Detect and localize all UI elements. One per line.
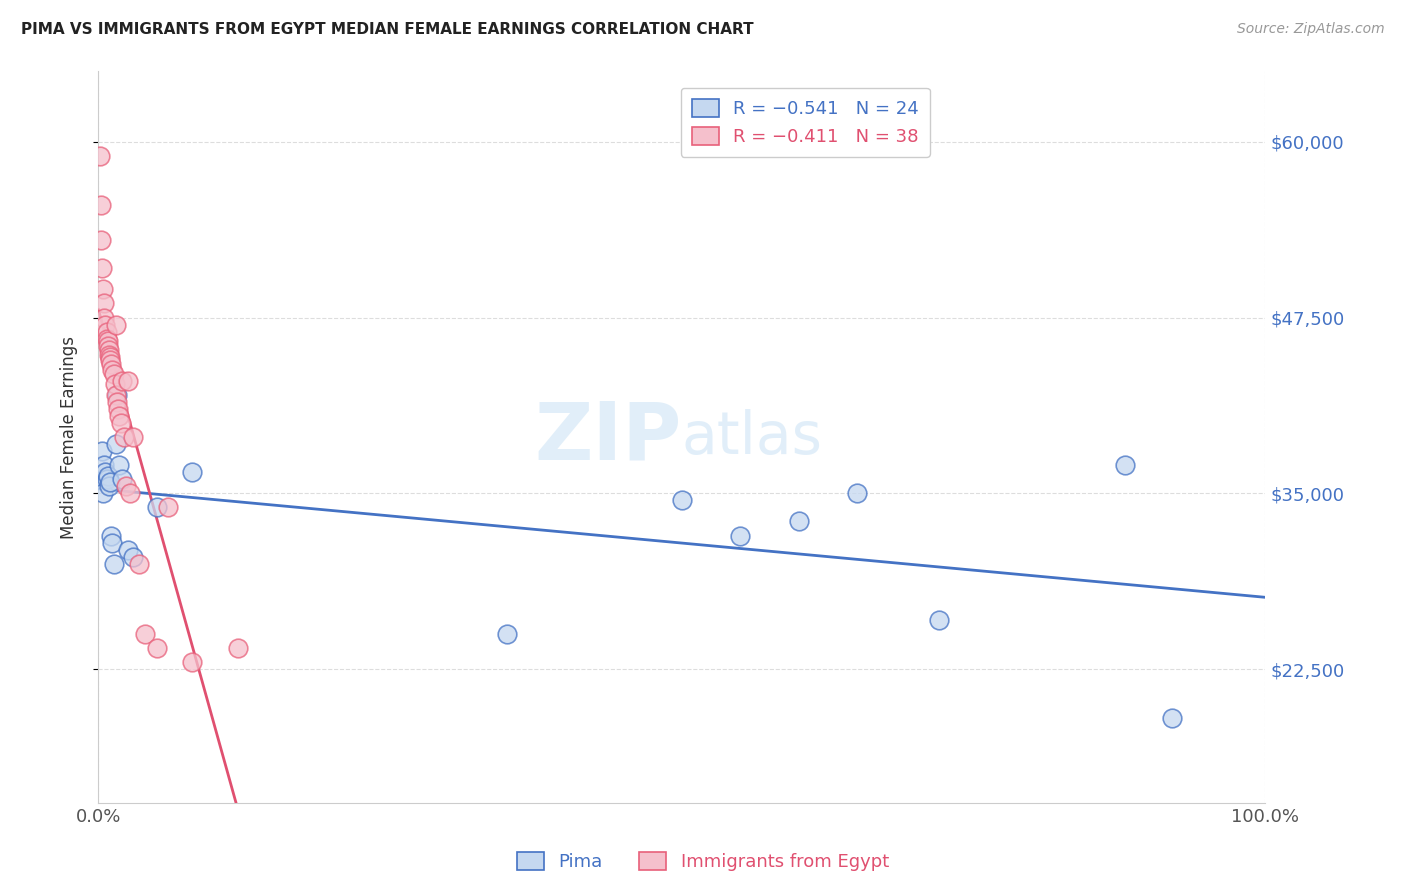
- Point: [96, 325, 118, 339]
- Point: [180, 655, 202, 669]
- Point: [112, 430, 135, 444]
- Point: [105, 395, 128, 409]
- Point: [90, 261, 112, 276]
- Point: [110, 416, 132, 430]
- Point: [105, 388, 128, 402]
- Text: PIMA VS IMMIGRANTS FROM EGYPT MEDIAN FEMALE EARNINGS CORRELATION CHART: PIMA VS IMMIGRANTS FROM EGYPT MEDIAN FEM…: [21, 22, 754, 37]
- Point: [93, 310, 115, 325]
- Point: [100, 357, 122, 371]
- Point: [90, 233, 112, 247]
- Point: [1161, 711, 1184, 725]
- Point: [157, 500, 180, 515]
- Legend: R = −0.541   N = 24, R = −0.411   N = 38: R = −0.541 N = 24, R = −0.411 N = 38: [681, 87, 929, 157]
- Point: [97, 469, 120, 483]
- Point: [111, 374, 134, 388]
- Point: [111, 472, 134, 486]
- Point: [93, 458, 115, 473]
- Point: [846, 486, 869, 500]
- Point: [117, 542, 139, 557]
- Point: [928, 613, 950, 627]
- Point: [101, 362, 124, 376]
- Point: [118, 486, 141, 500]
- Point: [97, 334, 120, 349]
- Point: [97, 349, 120, 363]
- Point: [104, 318, 127, 332]
- Point: [104, 388, 127, 402]
- Point: [89, 149, 111, 163]
- Point: [103, 367, 125, 381]
- Point: [91, 282, 114, 296]
- Point: [228, 641, 250, 656]
- Point: [90, 472, 112, 486]
- Point: [98, 475, 121, 489]
- Point: [115, 479, 138, 493]
- Point: [122, 549, 145, 564]
- Point: [108, 458, 131, 473]
- Point: [730, 528, 752, 542]
- Point: [101, 535, 124, 549]
- Point: [90, 444, 112, 458]
- Y-axis label: Median Female Earnings: Median Female Earnings: [59, 335, 77, 539]
- Point: [91, 486, 114, 500]
- Point: [146, 641, 169, 656]
- Point: [98, 352, 121, 367]
- Point: [97, 479, 120, 493]
- Point: [97, 338, 120, 352]
- Point: [671, 493, 693, 508]
- Point: [96, 472, 118, 486]
- Legend: Pima, Immigrants from Egypt: Pima, Immigrants from Egypt: [510, 845, 896, 879]
- Point: [787, 515, 810, 529]
- Text: atlas: atlas: [682, 409, 823, 466]
- Point: [94, 465, 117, 479]
- Point: [96, 332, 118, 346]
- Point: [496, 627, 519, 641]
- Point: [1114, 458, 1136, 473]
- Point: [122, 430, 145, 444]
- Point: [98, 350, 121, 364]
- Point: [104, 376, 127, 391]
- Point: [94, 318, 117, 332]
- Point: [100, 528, 122, 542]
- Point: [97, 343, 120, 357]
- Point: [128, 557, 150, 571]
- Point: [93, 296, 115, 310]
- Text: ZIP: ZIP: [534, 398, 682, 476]
- Point: [134, 627, 156, 641]
- Point: [108, 409, 131, 423]
- Text: Source: ZipAtlas.com: Source: ZipAtlas.com: [1237, 22, 1385, 37]
- Point: [117, 374, 139, 388]
- Point: [107, 401, 129, 416]
- Point: [90, 198, 112, 212]
- Point: [146, 500, 169, 515]
- Point: [180, 465, 202, 479]
- Point: [104, 437, 127, 451]
- Point: [103, 557, 125, 571]
